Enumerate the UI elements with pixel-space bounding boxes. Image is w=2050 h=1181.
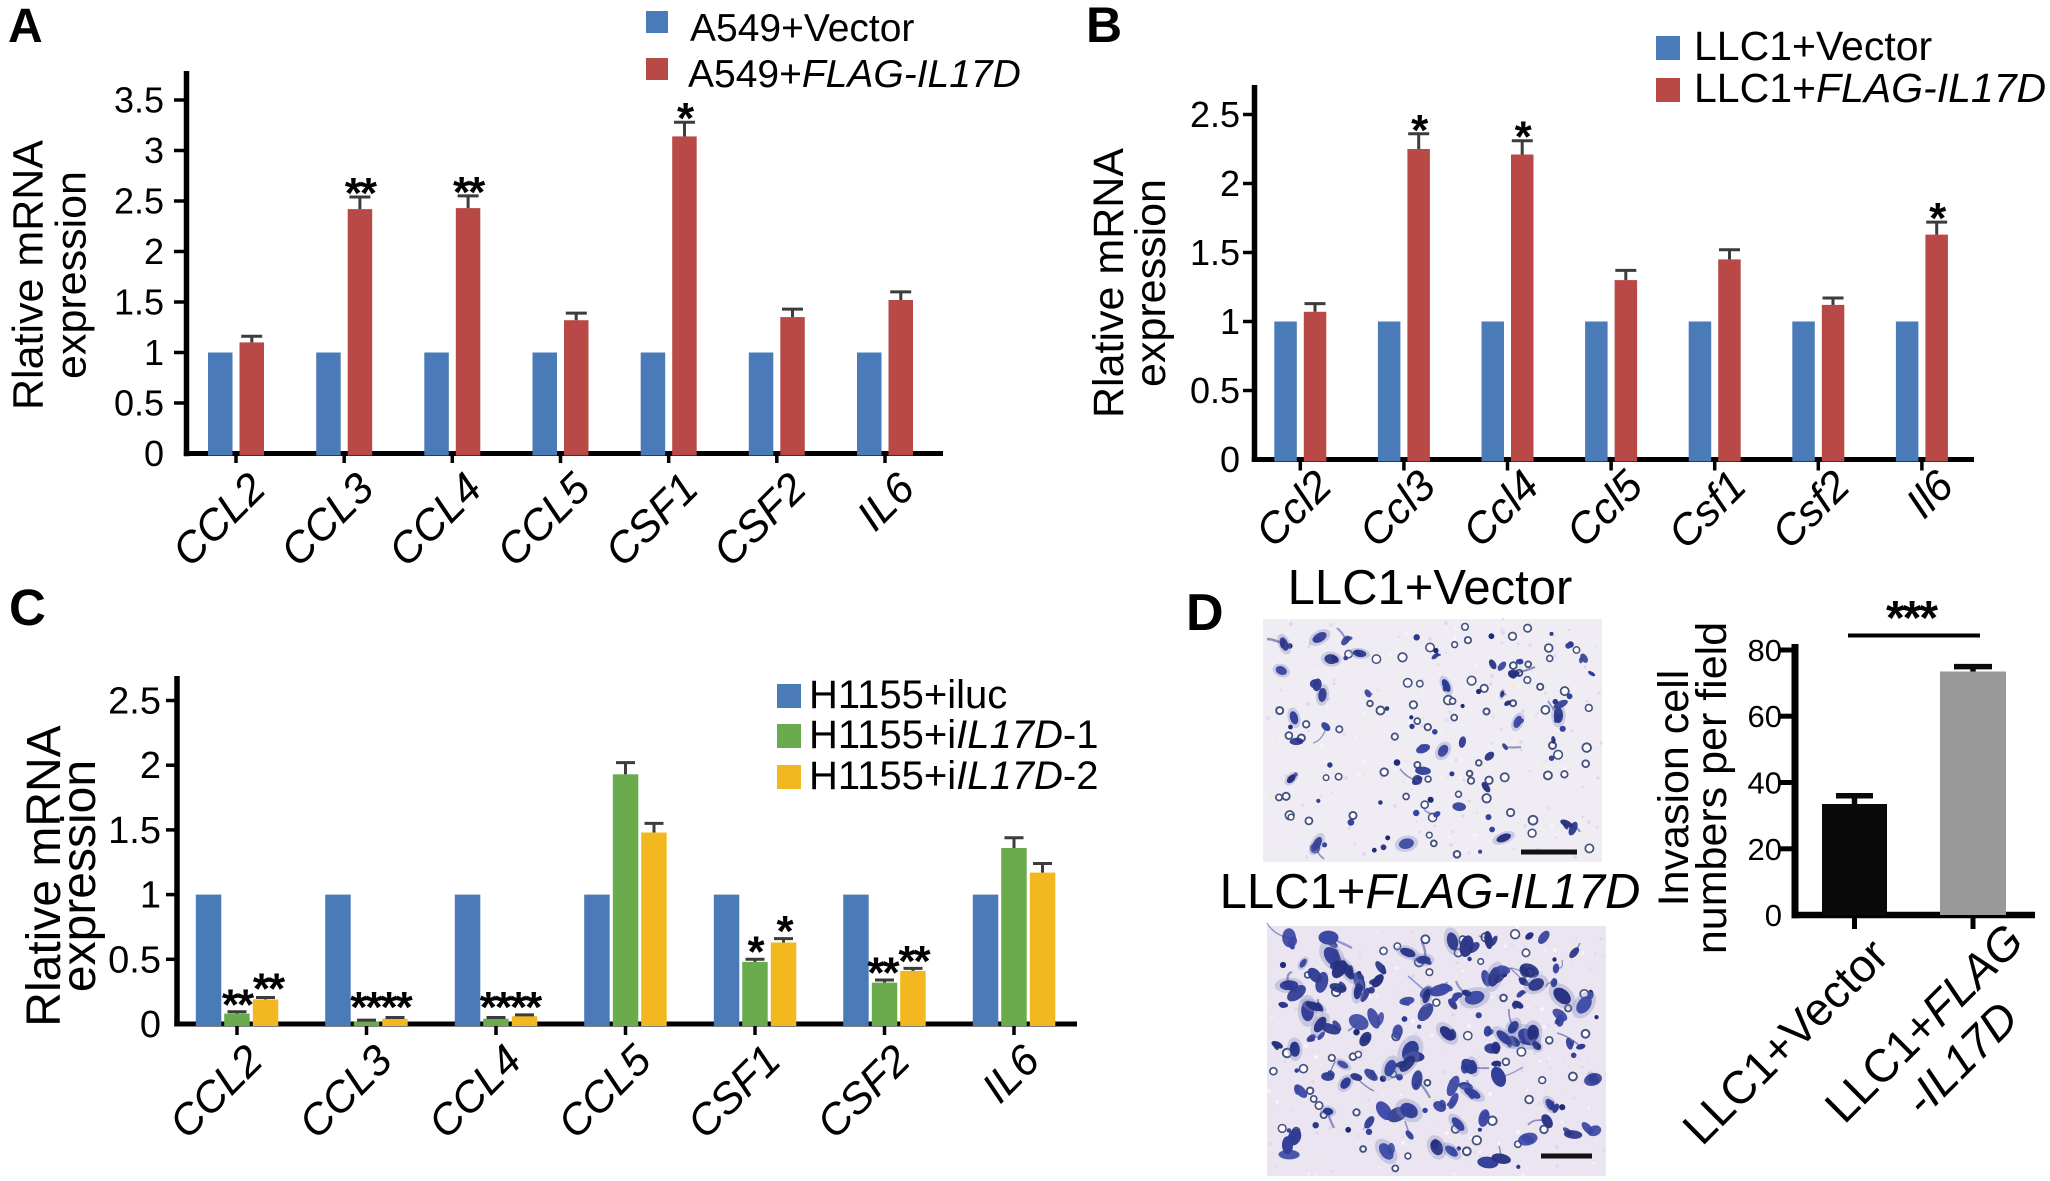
svg-text:2: 2 [1220, 163, 1240, 204]
svg-text:*: * [776, 907, 794, 956]
svg-text:**: ** [253, 965, 286, 1014]
svg-text:**: ** [222, 981, 255, 1030]
svg-text:A: A [8, 0, 43, 53]
svg-text:****: **** [480, 983, 543, 1032]
svg-text:A549+Vector: A549+Vector [690, 7, 914, 50]
svg-text:numbers per field: numbers per field [1688, 622, 1736, 954]
svg-text:1.5: 1.5 [114, 282, 164, 323]
svg-text:LLC1+FLAG-IL17D: LLC1+FLAG-IL17D [1694, 65, 2046, 111]
svg-text:B: B [1086, 0, 1122, 53]
svg-text:1: 1 [1220, 301, 1240, 342]
svg-text:0: 0 [140, 1004, 161, 1046]
svg-text:0.5: 0.5 [114, 383, 164, 424]
svg-text:LLC1+Vector: LLC1+Vector [1288, 561, 1573, 615]
svg-text:2: 2 [144, 231, 164, 272]
svg-text:Rlative mRNA: Rlative mRNA [5, 140, 53, 410]
svg-text:**: ** [867, 949, 900, 998]
svg-text:Rlative mRNA: Rlative mRNA [1085, 148, 1133, 418]
svg-text:80: 80 [1748, 633, 1782, 668]
svg-text:H1155+iluc: H1155+iluc [809, 673, 1007, 717]
svg-text:Invasion cell: Invasion cell [1650, 670, 1698, 907]
svg-text:*: * [1515, 113, 1533, 162]
svg-text:2.5: 2.5 [1190, 94, 1240, 135]
svg-text:C: C [9, 579, 46, 636]
svg-text:H1155+iIL17D-2: H1155+iIL17D-2 [809, 754, 1098, 798]
svg-text:3: 3 [144, 130, 164, 171]
svg-text:3.5: 3.5 [114, 80, 164, 121]
svg-text:2.5: 2.5 [114, 181, 164, 222]
svg-text:0.5: 0.5 [1190, 370, 1240, 411]
svg-text:***: *** [1886, 592, 1938, 645]
svg-text:2.5: 2.5 [108, 681, 161, 723]
svg-text:Rlative mRNA: Rlative mRNA [18, 725, 71, 1026]
svg-text:0: 0 [1765, 898, 1782, 933]
svg-text:0.5: 0.5 [108, 939, 161, 981]
svg-text:LLC1+FLAG-IL17D: LLC1+FLAG-IL17D [1220, 865, 1641, 919]
svg-text:1: 1 [140, 875, 161, 917]
svg-text:1: 1 [144, 332, 164, 373]
svg-text:0: 0 [144, 433, 164, 474]
svg-text:A549+FLAG-IL17D: A549+FLAG-IL17D [688, 53, 1021, 96]
svg-text:LLC1+Vector: LLC1+Vector [1694, 23, 1932, 69]
svg-text:****: **** [350, 983, 413, 1032]
svg-text:expression: expression [1127, 179, 1175, 387]
svg-text:**: ** [898, 937, 931, 986]
svg-text:D: D [1186, 584, 1224, 642]
svg-text:60: 60 [1748, 699, 1782, 734]
svg-text:*: * [677, 94, 695, 143]
svg-text:*: * [1929, 194, 1947, 243]
svg-text:20: 20 [1748, 832, 1782, 867]
svg-text:1.5: 1.5 [108, 810, 161, 852]
svg-text:H1155+iIL17D-1: H1155+iIL17D-1 [809, 713, 1098, 757]
svg-text:**: ** [453, 168, 486, 217]
svg-text:expression: expression [53, 760, 106, 992]
svg-text:*: * [747, 928, 765, 977]
svg-text:expression: expression [48, 171, 96, 379]
svg-text:0: 0 [1220, 439, 1240, 480]
svg-text:1.5: 1.5 [1190, 232, 1240, 273]
svg-text:2: 2 [140, 745, 161, 787]
svg-text:40: 40 [1748, 766, 1782, 801]
svg-text:*: * [1411, 106, 1429, 155]
svg-text:**: ** [345, 169, 378, 218]
